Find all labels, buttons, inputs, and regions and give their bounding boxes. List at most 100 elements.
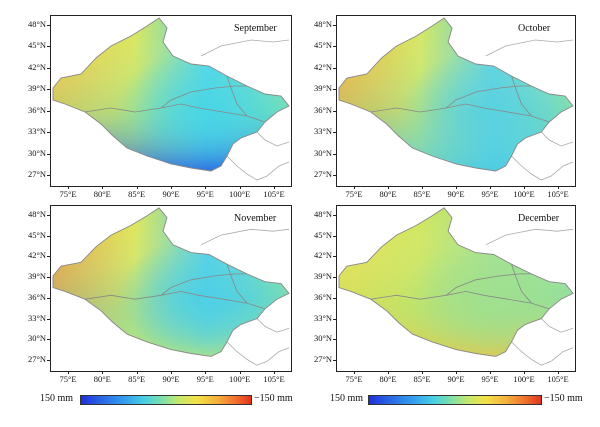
y-tick-mark <box>333 360 336 361</box>
x-tick-mark <box>558 371 559 374</box>
y-tick-label: 30°N <box>27 333 46 344</box>
x-tick-label: 85°E <box>128 374 146 384</box>
x-tick-label: 105°E <box>547 189 569 199</box>
x-tick-label: 95°E <box>481 374 499 384</box>
y-tick-label: 30°N <box>313 333 332 344</box>
y-tick-label: 39°N <box>27 271 46 282</box>
colorbar-left: 150 mm −150 mm <box>40 393 300 407</box>
y-tick-label: 45°N <box>27 40 46 51</box>
x-tick-mark <box>68 186 69 189</box>
x-tick-label: 100°E <box>228 189 251 199</box>
y-tick-label: 36°N <box>27 291 46 302</box>
x-tick-mark <box>68 371 69 374</box>
y-tick-mark <box>333 235 336 237</box>
x-tick-label: 95°E <box>481 189 499 199</box>
x-tick-mark <box>274 186 275 189</box>
y-tick-mark <box>47 25 50 26</box>
y-tick-label: 33°N <box>313 312 332 323</box>
y-tick-mark <box>333 25 336 26</box>
y-tick-mark <box>47 360 50 361</box>
y-tick-label: 33°N <box>27 126 46 137</box>
y-tick-label: 48°N <box>27 19 46 29</box>
x-tick-mark <box>354 186 355 189</box>
x-tick-label: 90°E <box>162 374 180 384</box>
y-tick-mark <box>47 277 50 279</box>
x-tick-mark <box>456 186 457 189</box>
x-tick-label: 100°E <box>513 374 535 384</box>
y-tick-mark <box>47 297 50 299</box>
map-frame <box>50 205 292 372</box>
x-tick-mark <box>136 371 138 374</box>
x-tick-mark <box>274 371 275 374</box>
colorbar-right-gradient <box>368 395 542 405</box>
x-tick-mark <box>490 186 491 189</box>
x-tick-label: 75°E <box>345 189 363 199</box>
x-tick-label: 90°E <box>162 189 180 199</box>
x-tick-label: 80°E <box>379 374 397 384</box>
y-tick-label: 45°N <box>313 40 332 51</box>
y-tick-label: 30°N <box>27 147 46 158</box>
x-tick-mark <box>456 371 457 374</box>
y-tick-mark <box>47 339 50 341</box>
x-tick-label: 105°E <box>547 374 569 384</box>
y-tick-mark <box>333 297 336 299</box>
y-tick-label: 27°N <box>27 169 46 179</box>
x-tick-mark <box>490 371 491 374</box>
y-tick-mark <box>47 110 50 112</box>
x-tick-label: 75°E <box>345 374 363 384</box>
x-tick-mark <box>205 186 207 189</box>
x-tick-mark <box>524 371 525 374</box>
colorbar-right-max-label: −150 mm <box>544 393 583 404</box>
y-tick-mark <box>47 153 50 155</box>
x-tick-label: 80°E <box>93 189 111 199</box>
map-frame <box>50 15 292 187</box>
y-tick-mark <box>333 153 336 155</box>
y-tick-label: 27°N <box>27 354 46 364</box>
y-tick-mark <box>47 46 50 48</box>
y-tick-label: 42°N <box>313 61 332 72</box>
y-tick-mark <box>47 235 50 237</box>
x-tick-mark <box>388 186 389 189</box>
panel-title: October <box>518 23 551 34</box>
colorbar-left-min-label: 150 mm <box>40 393 74 404</box>
x-tick-label: 95°E <box>196 189 214 199</box>
y-tick-mark <box>333 110 336 112</box>
y-tick-mark <box>47 175 50 176</box>
x-tick-mark <box>558 186 559 189</box>
panel-title: December <box>518 213 560 224</box>
y-tick-label: 36°N <box>27 104 46 115</box>
x-tick-label: 90°E <box>447 189 465 199</box>
y-tick-label: 42°N <box>27 250 46 261</box>
x-tick-mark <box>136 186 138 189</box>
x-tick-label: 100°E <box>228 374 251 384</box>
x-tick-label: 75°E <box>59 189 77 199</box>
y-tick-mark <box>47 318 50 320</box>
x-tick-label: 105°E <box>263 189 285 199</box>
map-frame <box>336 205 576 372</box>
y-tick-label: 42°N <box>27 61 46 72</box>
y-tick-label: 48°N <box>313 209 332 219</box>
x-tick-mark <box>354 371 355 374</box>
y-tick-mark <box>333 339 336 341</box>
colorbar-right: 150 mm −150 mm <box>330 393 590 407</box>
y-tick-label: 39°N <box>313 83 332 94</box>
y-tick-mark <box>333 89 336 91</box>
y-tick-mark <box>47 89 50 91</box>
colorbar-left-gradient <box>80 395 252 405</box>
x-tick-mark <box>422 186 423 189</box>
y-tick-label: 45°N <box>313 229 332 240</box>
y-tick-mark <box>47 67 50 69</box>
y-tick-label: 27°N <box>313 169 332 179</box>
x-tick-label: 85°E <box>413 189 431 199</box>
colorbar-right-min-label: 150 mm <box>330 393 364 404</box>
x-tick-label: 100°E <box>513 189 535 199</box>
x-tick-label: 75°E <box>59 374 77 384</box>
y-tick-mark <box>333 318 336 320</box>
y-tick-label: 48°N <box>313 19 332 29</box>
y-tick-mark <box>333 256 336 258</box>
y-tick-mark <box>333 215 336 216</box>
x-tick-mark <box>205 371 207 374</box>
x-tick-mark <box>171 186 172 189</box>
x-tick-mark <box>524 186 525 189</box>
